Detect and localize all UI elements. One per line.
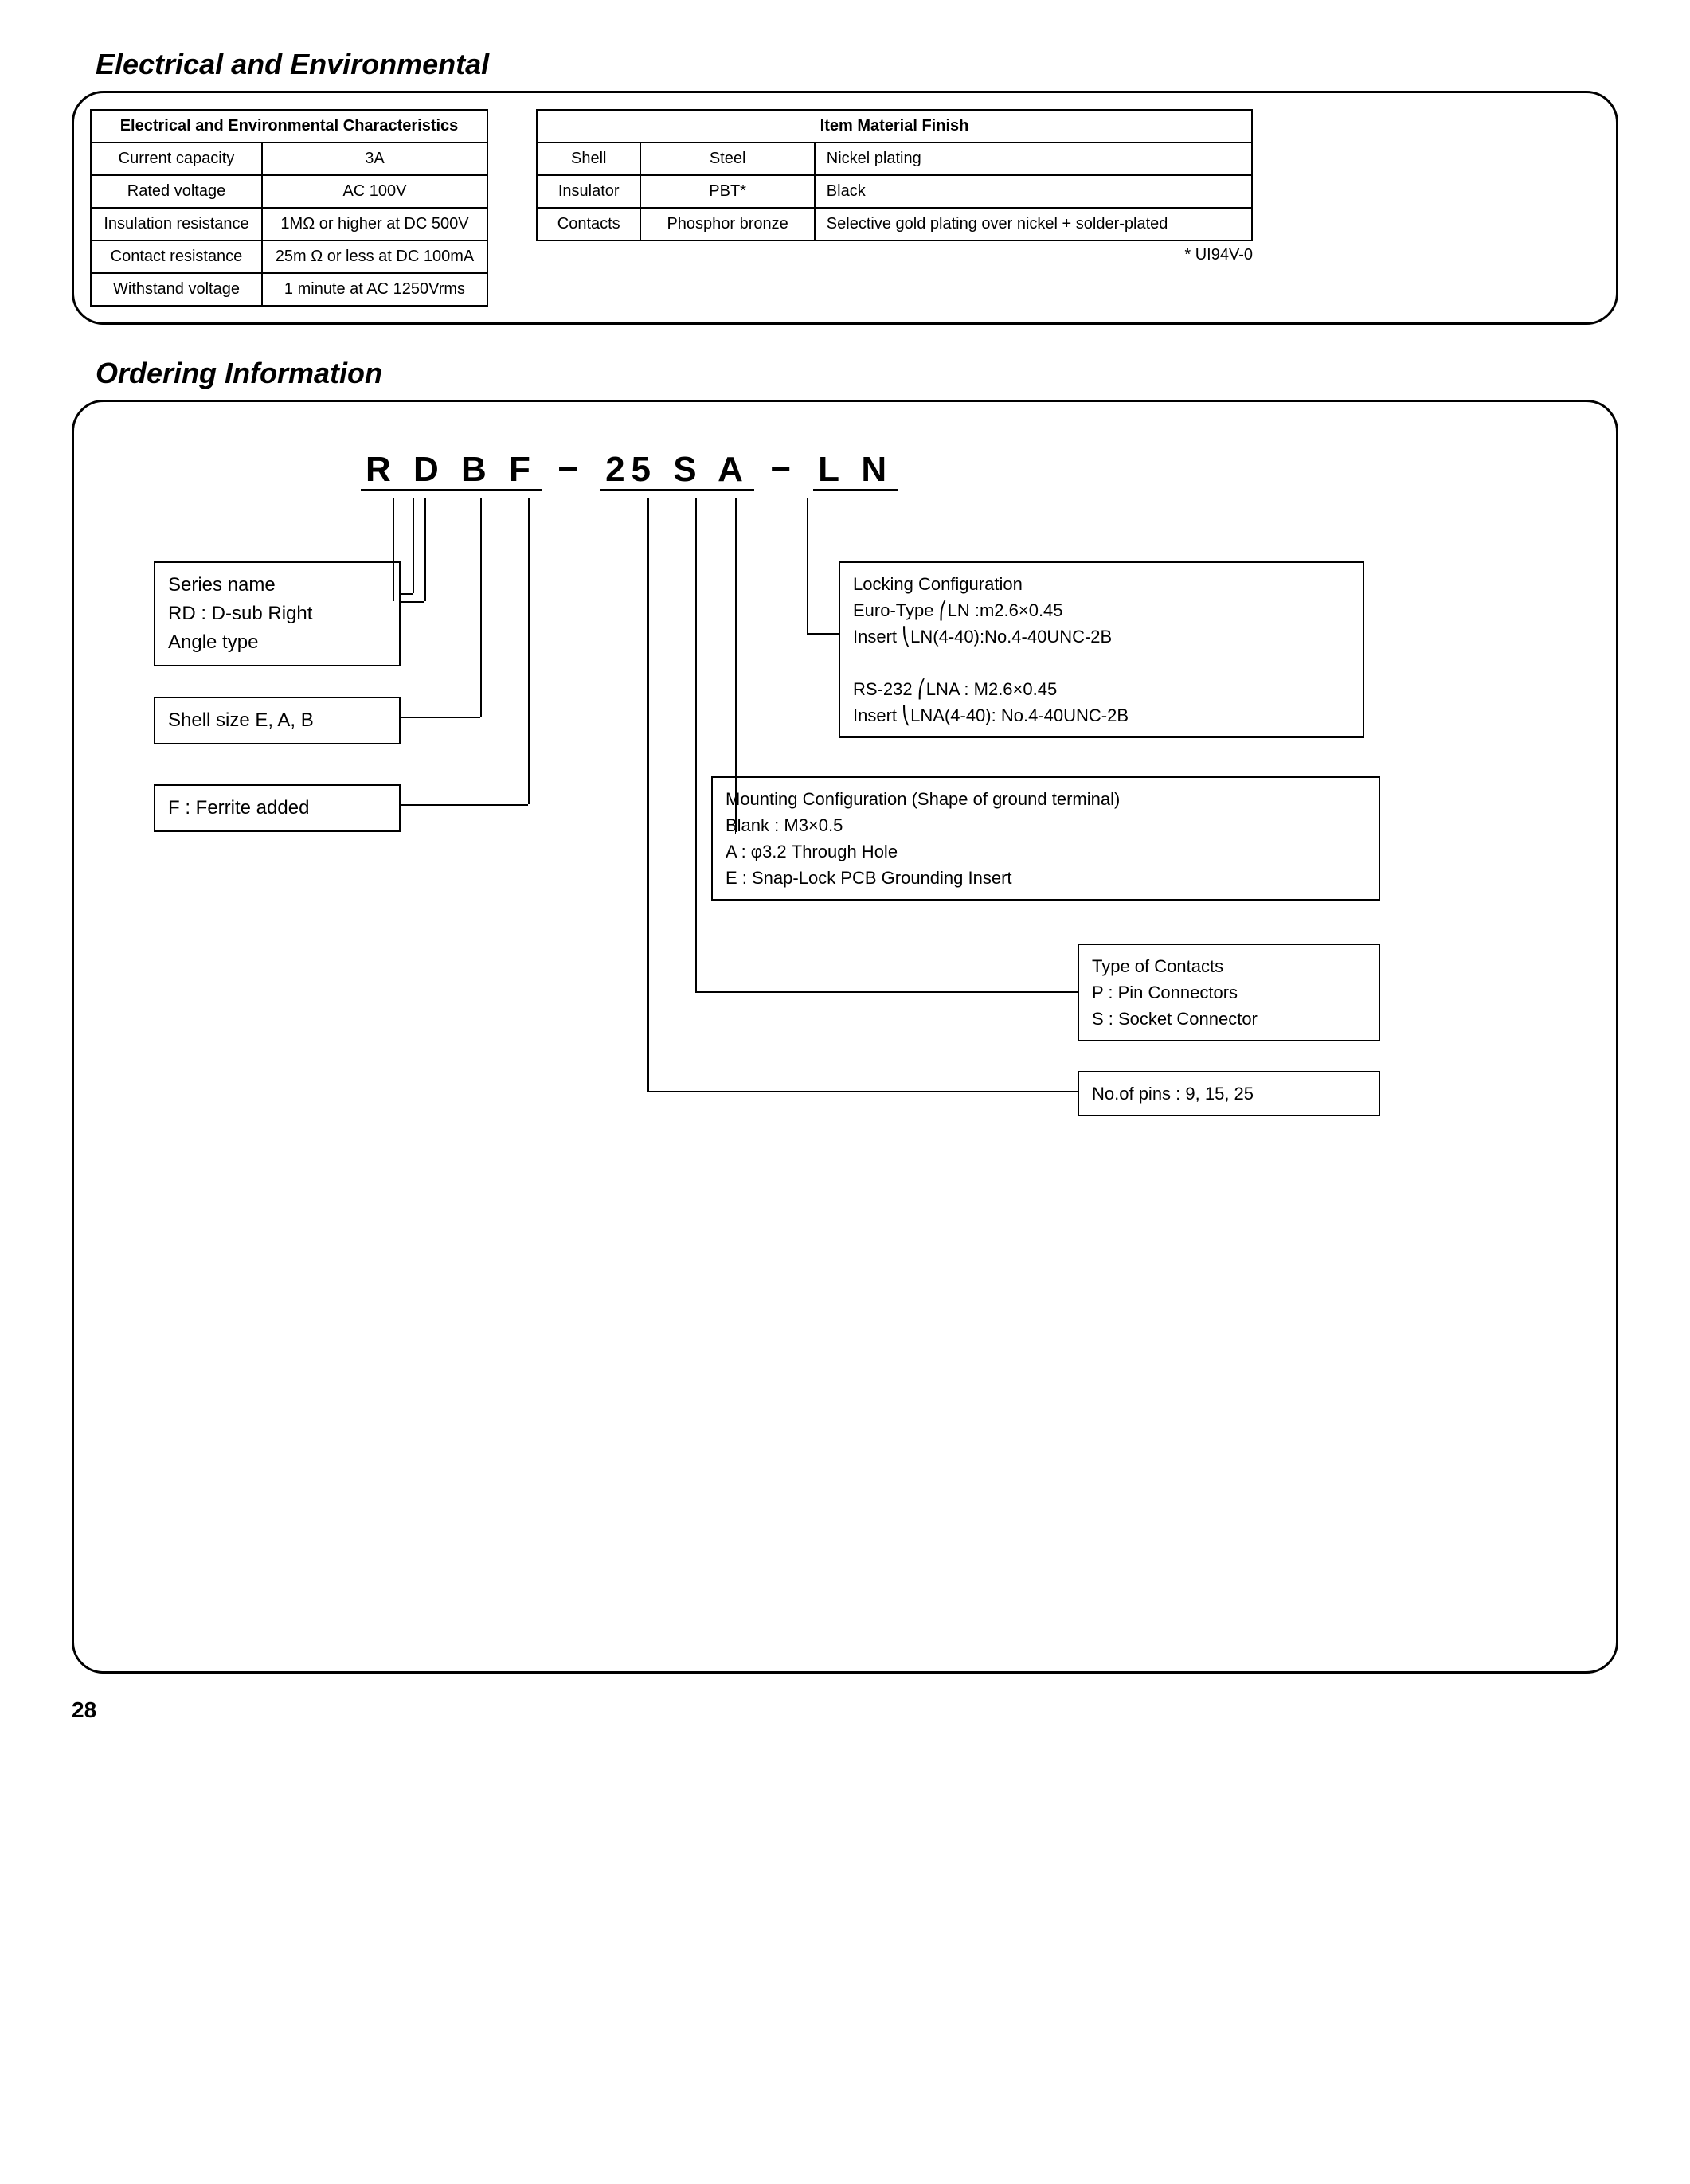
pn-seg3: L N bbox=[813, 450, 898, 491]
leader-line bbox=[413, 498, 414, 593]
table-row: Insulation resistance 1MΩ or higher at D… bbox=[91, 208, 487, 240]
leader-line bbox=[647, 1091, 1078, 1092]
leader-line bbox=[424, 498, 426, 601]
leader-line bbox=[695, 991, 1078, 993]
ec-value: 1MΩ or higher at DC 500V bbox=[262, 208, 487, 240]
leader-line bbox=[480, 498, 482, 717]
mat-item: Shell bbox=[537, 143, 640, 175]
leader-line bbox=[401, 804, 528, 806]
leader-line bbox=[401, 717, 480, 718]
mat-item: Insulator bbox=[537, 175, 640, 208]
table-row: Current capacity 3A bbox=[91, 143, 487, 175]
callout-locking: Locking Configuration Euro-Type ⎛LN :m2.… bbox=[839, 561, 1364, 738]
callout-mounting: Mounting Configuration (Shape of ground … bbox=[711, 776, 1380, 901]
table-row: Shell Steel Nickel plating bbox=[537, 143, 1252, 175]
leader-line bbox=[735, 498, 737, 832]
mat-finish: Nickel plating bbox=[815, 143, 1252, 175]
pn-dash: − bbox=[557, 450, 585, 489]
electrical-block: Electrical and Environmental Characteris… bbox=[72, 91, 1618, 325]
part-number: R D B F − 25 S A − L N bbox=[361, 450, 1584, 490]
callout-pins: No.of pins : 9, 15, 25 bbox=[1078, 1071, 1380, 1116]
ec-value: 1 minute at AC 1250Vrms bbox=[262, 273, 487, 306]
callout-contacts: Type of Contacts P : Pin Connectors S : … bbox=[1078, 944, 1380, 1041]
ec-label: Insulation resistance bbox=[91, 208, 262, 240]
mat-table-header: Item Material Finish bbox=[537, 110, 1252, 143]
leader-line bbox=[807, 633, 839, 635]
leader-line bbox=[528, 498, 530, 804]
pn-dash: − bbox=[770, 450, 797, 489]
pn-seg1: R D B F bbox=[361, 450, 542, 491]
table-row: Insulator PBT* Black bbox=[537, 175, 1252, 208]
mat-material: Phosphor bronze bbox=[640, 208, 814, 240]
mat-material: PBT* bbox=[640, 175, 814, 208]
leader-line bbox=[401, 593, 413, 595]
table-row: Withstand voltage 1 minute at AC 1250Vrm… bbox=[91, 273, 487, 306]
ec-characteristics-table: Electrical and Environmental Characteris… bbox=[90, 109, 488, 307]
ec-label: Current capacity bbox=[91, 143, 262, 175]
ec-label: Contact resistance bbox=[91, 240, 262, 273]
page-number: 28 bbox=[72, 1698, 1618, 1723]
section2-title: Ordering Information bbox=[96, 357, 1618, 390]
material-finish-table: Item Material Finish Shell Steel Nickel … bbox=[536, 109, 1253, 241]
callout-shell: Shell size E, A, B bbox=[154, 697, 401, 744]
ec-table-header: Electrical and Environmental Characteris… bbox=[91, 110, 487, 143]
mat-finish: Selective gold plating over nickel + sol… bbox=[815, 208, 1252, 240]
callout-series: Series name RD : D-sub Right Angle type bbox=[154, 561, 401, 666]
pn-seg2: 25 S A bbox=[600, 450, 754, 491]
leader-line bbox=[393, 498, 394, 601]
table-row: Rated voltage AC 100V bbox=[91, 175, 487, 208]
material-table-wrapper: Item Material Finish Shell Steel Nickel … bbox=[536, 109, 1253, 264]
ec-value: AC 100V bbox=[262, 175, 487, 208]
leader-line bbox=[735, 832, 736, 834]
ec-value: 25m Ω or less at DC 100mA bbox=[262, 240, 487, 273]
leader-line bbox=[807, 498, 808, 633]
table-row: Contact resistance 25m Ω or less at DC 1… bbox=[91, 240, 487, 273]
table-row: Contacts Phosphor bronze Selective gold … bbox=[537, 208, 1252, 240]
mat-material: Steel bbox=[640, 143, 814, 175]
mat-finish: Black bbox=[815, 175, 1252, 208]
material-note: * UI94V-0 bbox=[536, 246, 1253, 264]
callout-ferrite: F : Ferrite added bbox=[154, 784, 401, 832]
mat-item: Contacts bbox=[537, 208, 640, 240]
ec-label: Rated voltage bbox=[91, 175, 262, 208]
ec-label: Withstand voltage bbox=[91, 273, 262, 306]
ec-value: 3A bbox=[262, 143, 487, 175]
leader-line bbox=[695, 498, 697, 991]
leader-line bbox=[647, 498, 649, 1091]
ordering-diagram: Series name RD : D-sub Right Angle type … bbox=[106, 498, 1584, 1294]
section1-title: Electrical and Environmental bbox=[96, 48, 1618, 81]
ordering-block: R D B F − 25 S A − L N Series name RD : … bbox=[72, 400, 1618, 1674]
leader-line bbox=[401, 601, 424, 603]
